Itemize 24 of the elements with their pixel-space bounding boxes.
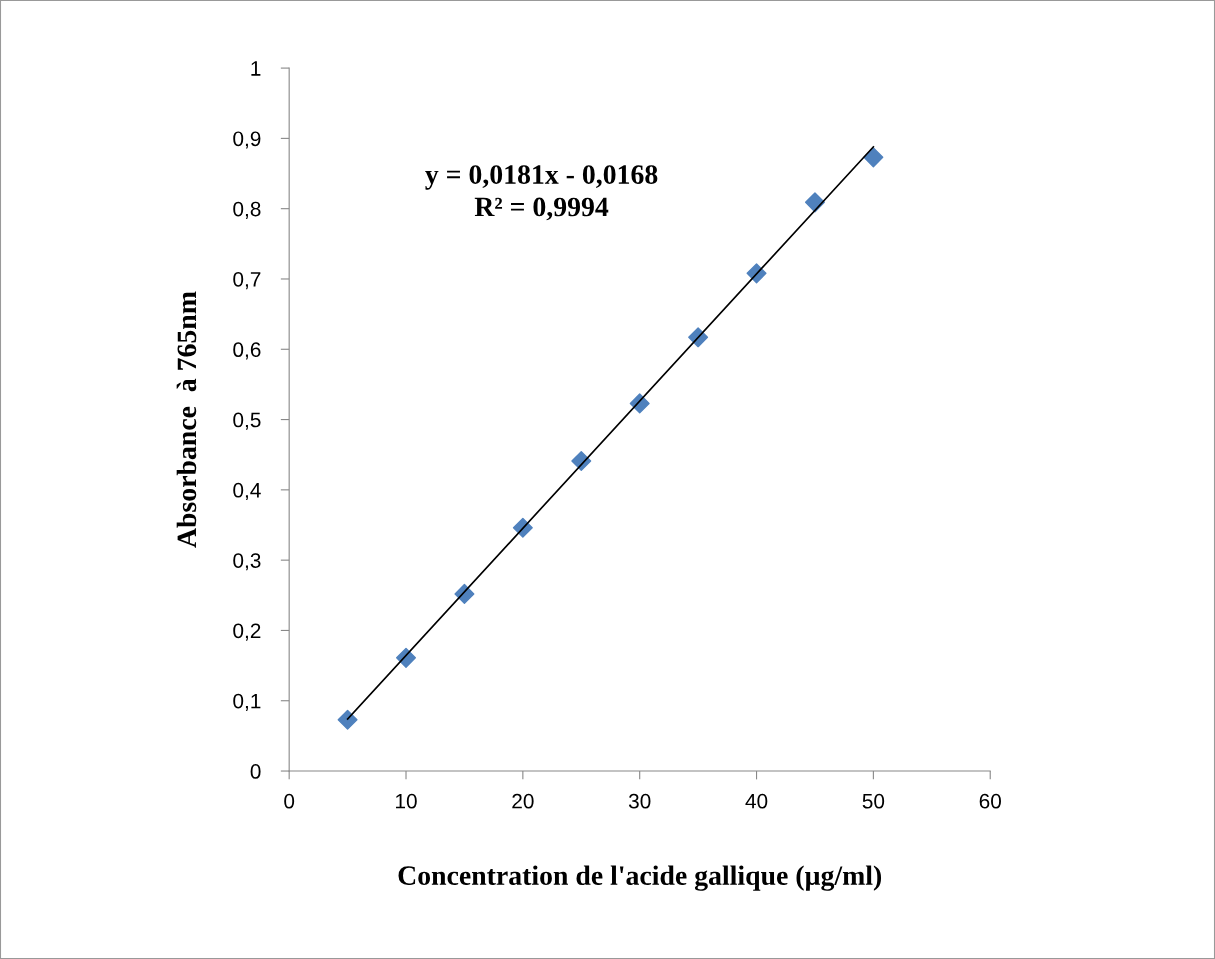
annotation: y = 0,0181x - 0,0168	[425, 165, 658, 190]
x-axis-title: Concentration de l'acide gallique (µg/ml)	[398, 865, 882, 891]
y-tick-label: 0	[250, 764, 261, 779]
y-tick-label: 0,9	[233, 131, 261, 149]
x-tick-label: 10	[396, 793, 417, 809]
annotation: R² = 0,9994	[474, 197, 609, 221]
y-tick-label: 0,5	[233, 412, 261, 430]
point	[337, 709, 358, 730]
x-tick-label: 40	[745, 793, 768, 809]
y-tick-label: 0,6	[233, 342, 261, 360]
y-tick-label: 0,4	[233, 482, 261, 501]
y-tick-label: 0,3	[233, 553, 261, 571]
y-tick-label: 0,7	[233, 271, 261, 290]
x-tick-label: 50	[862, 793, 885, 809]
y-tick-label: 1	[251, 61, 261, 76]
y-tick-label: 0,2	[233, 623, 261, 641]
y-tick-label: 0,8	[233, 201, 261, 219]
x-tick-label: 0	[284, 793, 295, 809]
y-axis-title: Absorbance à 765nm	[176, 291, 197, 548]
x-tick-label: 20	[512, 793, 534, 809]
x-tick-label: 30	[628, 793, 651, 809]
point	[863, 147, 884, 168]
y-tick-label: 0,1	[233, 693, 261, 711]
x-tick-label: 60	[979, 793, 1001, 809]
